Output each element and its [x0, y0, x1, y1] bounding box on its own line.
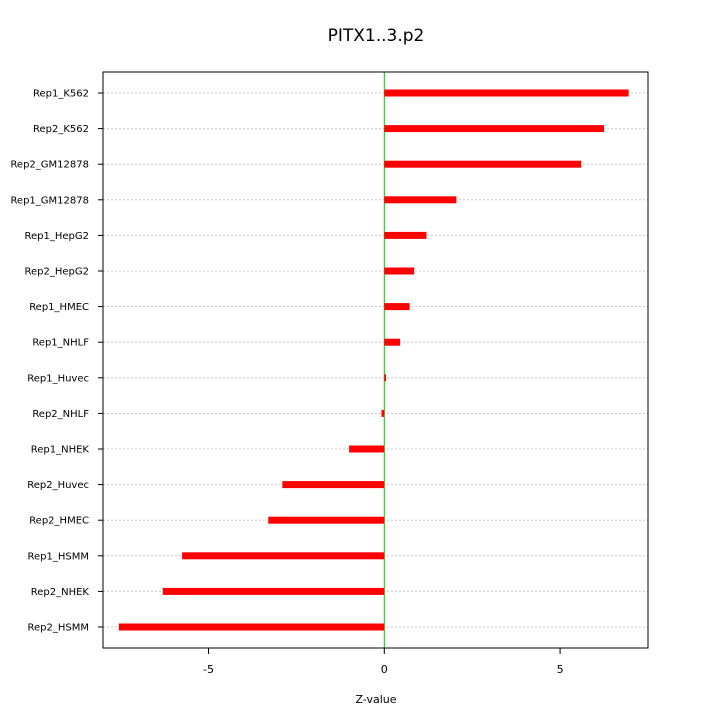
- x-axis: -5 0 5: [203, 647, 564, 676]
- x-tick-label: 5: [557, 663, 564, 676]
- bar: [384, 267, 415, 275]
- bar: [282, 481, 385, 489]
- category-label: Rep2_HMEC: [29, 516, 89, 527]
- bar: [268, 516, 385, 524]
- category-label: Rep1_K562: [33, 89, 89, 100]
- bar: [381, 409, 385, 417]
- category-label: Rep1_NHLF: [32, 338, 89, 349]
- bar: [349, 445, 385, 453]
- category-label: Rep1_HSMM: [28, 551, 89, 562]
- plot-frame: [102, 71, 649, 649]
- category-label: Rep2_K562: [33, 124, 89, 135]
- category-label: Rep2_NHLF: [32, 409, 89, 420]
- x-tick-label: -5: [203, 663, 214, 676]
- category-label: Rep1_GM12878: [10, 195, 89, 206]
- category-label: Rep1_Huvec: [27, 373, 89, 384]
- category-label: Rep2_NHEK: [31, 587, 90, 598]
- bars: [118, 89, 629, 631]
- category-label: Rep1_HMEC: [29, 302, 89, 313]
- category-label: Rep2_HepG2: [25, 267, 90, 278]
- bar: [384, 374, 387, 382]
- bar: [384, 89, 629, 97]
- bar: [162, 587, 385, 595]
- bar: [384, 338, 401, 346]
- bar: [384, 303, 410, 311]
- category-label: Rep2_GM12878: [10, 160, 89, 171]
- bar: [384, 231, 427, 239]
- category-label: Rep2_HSMM: [28, 623, 89, 634]
- category-label: Rep2_Huvec: [27, 480, 89, 491]
- bar: [384, 160, 582, 168]
- bar: [118, 623, 385, 631]
- bar: [384, 196, 457, 204]
- x-axis-label: Z-value: [355, 693, 396, 706]
- chart-title: PITX1..3.p2: [328, 26, 425, 46]
- category-label: Rep1_HepG2: [25, 231, 90, 242]
- x-tick-label: 0: [381, 663, 388, 676]
- bar: [182, 552, 385, 560]
- gridlines: [103, 92, 648, 628]
- category-label: Rep1_NHEK: [31, 445, 90, 456]
- bar: [384, 125, 605, 133]
- category-labels: Rep1_K562 Rep2_K562 Rep2_GM12878 Rep1_GM128…: [10, 89, 103, 634]
